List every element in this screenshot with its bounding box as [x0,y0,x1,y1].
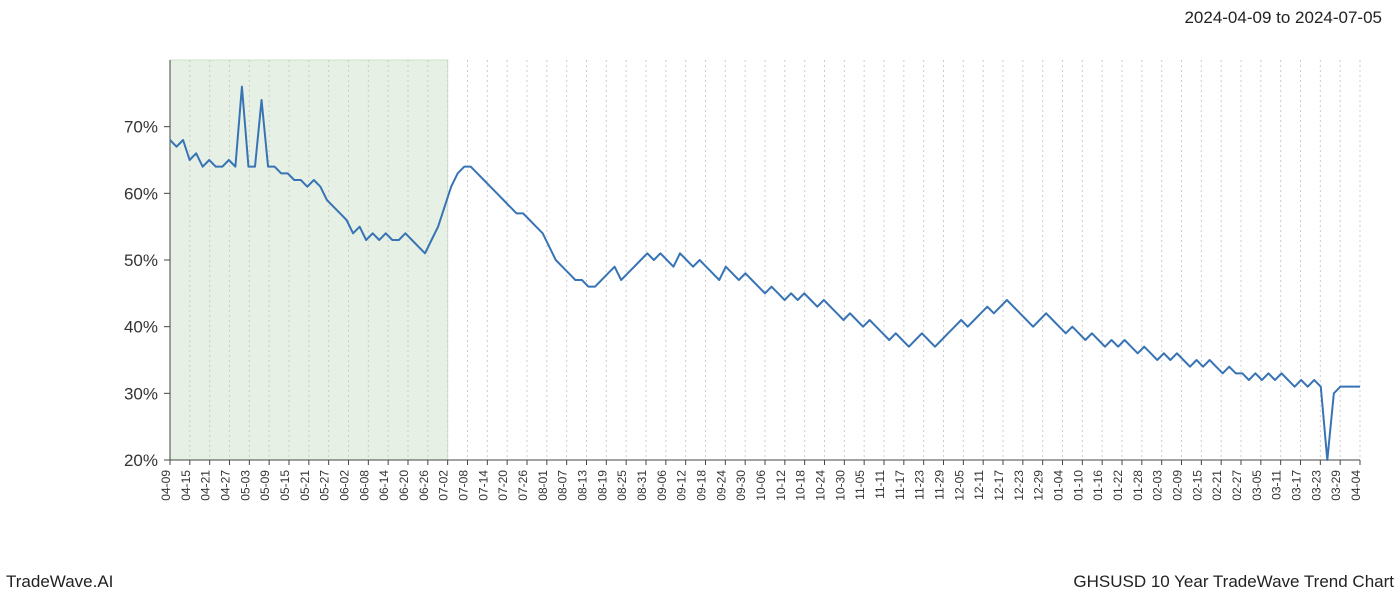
xtick-label: 02-21 [1210,470,1224,501]
xtick-label: 07-20 [496,470,510,501]
xtick-label: 04-04 [1349,470,1363,501]
xtick-label: 06-08 [357,470,371,501]
xtick-label: 02-09 [1171,470,1185,501]
ytick-label: 70% [124,118,158,137]
xtick-label: 05-21 [298,470,312,501]
xtick-label: 12-11 [972,470,986,500]
xtick-label: 01-16 [1091,470,1105,501]
xtick-label: 05-15 [278,470,292,501]
xtick-label: 07-26 [516,470,530,501]
ytick-label: 60% [124,184,158,203]
xtick-label: 07-02 [437,470,451,501]
xtick-label: 08-01 [536,470,550,501]
trend-chart: 20% 30% 40% 50% 60% 70% 04-09 04-15 04-21 04-27 05… [0,50,1400,540]
xtick-label: 01-04 [1052,470,1066,501]
xtick-label: 06-14 [377,470,391,501]
xtick-label: 09-18 [695,470,709,501]
xtick-label: 03-23 [1309,470,1323,501]
xtick-label: 10-24 [814,470,828,501]
xtick-label: 09-30 [734,470,748,501]
ytick-label: 40% [124,318,158,337]
xtick-label: 08-13 [576,470,590,501]
xtick-label: 01-28 [1131,470,1145,501]
xtick-label: 01-10 [1071,470,1085,501]
xtick-label: 04-15 [179,470,193,501]
xtick-label: 03-17 [1290,470,1304,501]
xtick-label: 09-12 [675,470,689,501]
xtick-label: 11-29 [933,470,947,500]
ytick-label: 50% [124,251,158,270]
xtick-label: 08-19 [595,470,609,501]
xtick-label: 05-03 [238,470,252,501]
xtick-label: 02-15 [1190,470,1204,501]
date-range-label: 2024-04-09 to 2024-07-05 [1184,8,1382,28]
xtick-label: 04-09 [159,470,173,501]
xtick-label: 11-23 [913,470,927,500]
xtick-label: 02-03 [1151,470,1165,501]
xtick-label: 09-06 [655,470,669,501]
xtick-label: 10-06 [754,470,768,501]
xtick-label: 12-29 [1032,470,1046,501]
xtick-label: 09-24 [714,470,728,501]
xtick-label: 03-11 [1270,470,1284,500]
xtick-label: 12-17 [992,470,1006,501]
footer-title: GHSUSD 10 Year TradeWave Trend Chart [1073,572,1394,592]
xtick-label: 01-22 [1111,470,1125,501]
xtick-label: 03-05 [1250,470,1264,501]
xtick-label: 11-17 [893,470,907,500]
xtick-label: 03-29 [1329,470,1343,501]
xtick-label: 06-26 [417,470,431,501]
ytick-label: 20% [124,451,158,470]
xtick-label: 07-14 [476,470,490,501]
xtick-label: 08-07 [556,470,570,501]
xtick-label: 04-21 [199,470,213,501]
xtick-label: 05-27 [318,470,332,501]
xtick-label: 04-27 [219,470,233,501]
xtick-label: 07-08 [457,470,471,501]
xtick-label: 10-12 [774,470,788,501]
xtick-label: 12-23 [1012,470,1026,501]
xtick-label: 05-09 [258,470,272,501]
xtick-label: 10-18 [794,470,808,501]
xtick-label: 10-30 [833,470,847,501]
xtick-label: 08-25 [615,470,629,501]
xtick-label: 02-27 [1230,470,1244,501]
xtick-label: 11-05 [853,470,867,500]
xtick-label: 06-20 [397,470,411,501]
ytick-label: 30% [124,384,158,403]
xtick-label: 06-02 [338,470,352,501]
footer-brand: TradeWave.AI [6,572,113,592]
xtick-label: 12-05 [952,470,966,501]
xtick-label: 11-11 [873,470,887,499]
xtick-label: 08-31 [635,470,649,501]
